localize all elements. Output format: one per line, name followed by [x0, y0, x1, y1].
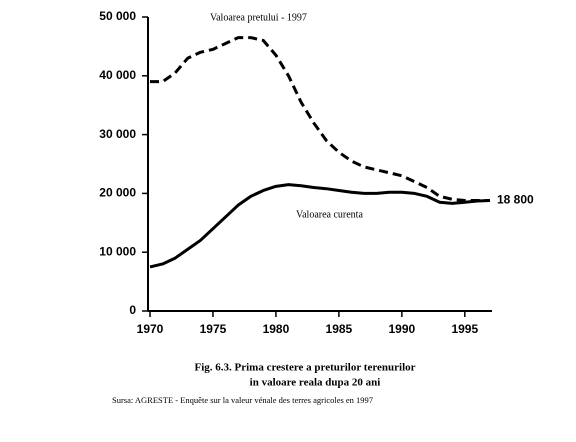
x-tick-label: 1990: [389, 322, 416, 336]
y-tick-label: 30 000: [99, 127, 136, 141]
x-tick-label: 1995: [451, 322, 478, 336]
series-line: [150, 36, 490, 202]
y-tick-label: 50 000: [99, 9, 136, 23]
x-tick-label: 1980: [263, 322, 290, 336]
x-tick-label: 1975: [200, 322, 227, 336]
y-tick-label: 20 000: [99, 186, 136, 200]
series-label: Valoarea curenta: [296, 209, 363, 220]
caption: Fig. 6.3. Prima crestere a preturilor te…: [194, 362, 415, 374]
annotation: 18 800: [497, 193, 534, 207]
y-tick-label: 10 000: [99, 244, 136, 258]
series-label: Valoarea pretului - 1997: [210, 12, 307, 23]
caption: in valoare reala dupa 20 ani: [250, 377, 381, 389]
x-tick-label: 1970: [137, 322, 164, 336]
source: Sursa: AGRESTE - Enquête sur la valeur v…: [112, 395, 373, 405]
y-tick-label: 40 000: [99, 68, 136, 82]
x-tick-label: 1985: [326, 322, 353, 336]
series-line: [149, 183, 491, 269]
y-tick-label: 0: [129, 303, 136, 317]
